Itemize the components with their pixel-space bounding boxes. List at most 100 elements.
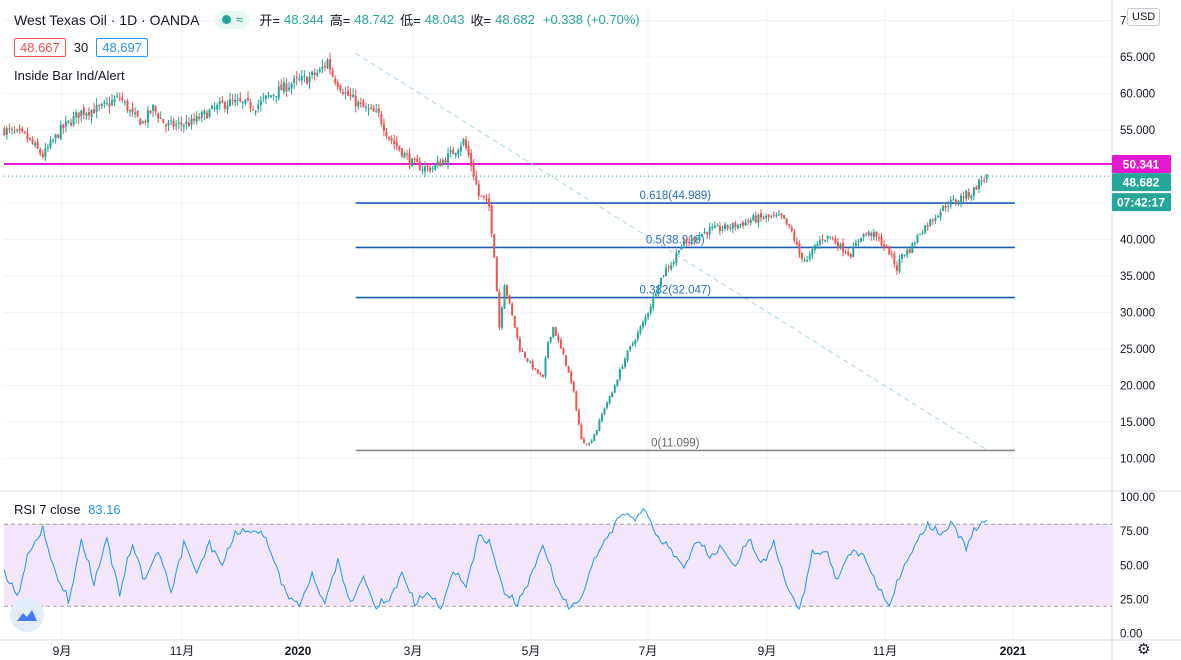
candle-body	[90, 109, 93, 118]
gear-icon[interactable]: ⚙	[1137, 641, 1151, 658]
candle-body	[21, 128, 24, 131]
candle	[903, 254, 906, 258]
candle-body	[824, 239, 827, 242]
candle	[790, 224, 793, 233]
candle	[336, 79, 339, 91]
candle	[316, 69, 319, 78]
candle	[795, 237, 798, 247]
candle	[603, 407, 606, 416]
quote-row: 48.667 30 48.697	[14, 38, 148, 57]
candle	[911, 242, 914, 254]
candle-body	[364, 106, 367, 108]
candle-body	[677, 250, 680, 253]
candle-body	[146, 110, 149, 123]
magenta-price-badge-bg	[1112, 155, 1171, 174]
candle-body	[170, 120, 173, 122]
candle	[208, 108, 211, 119]
candle-body	[729, 227, 732, 229]
candle-body	[216, 105, 219, 110]
candle-body	[785, 218, 788, 225]
candle-body	[277, 86, 280, 99]
candle	[398, 145, 401, 152]
ask-price-button[interactable]: 48.697	[96, 38, 148, 57]
bid-price-button[interactable]: 48.667	[14, 38, 66, 57]
currency-button[interactable]: USD	[1127, 8, 1161, 26]
candle-body	[541, 374, 544, 377]
candle-body	[257, 104, 260, 110]
candle-body	[736, 224, 739, 228]
candle-body	[16, 129, 19, 131]
close-label: 收=	[470, 13, 492, 28]
rsi-legend[interactable]: RSI 7 close 83.16	[14, 502, 121, 517]
candle	[983, 177, 986, 184]
candle-body	[282, 82, 285, 92]
candle	[167, 119, 170, 131]
countdown-badge[interactable]: 07:42:17	[1112, 193, 1171, 212]
last-price-badge[interactable]: 48.682	[1112, 173, 1171, 192]
symbol-title[interactable]: West Texas Oil · 1D · OANDA	[14, 11, 200, 28]
candle-body	[775, 215, 778, 217]
candle-body	[706, 232, 709, 235]
candle-body	[239, 98, 242, 102]
candle-body	[842, 243, 845, 252]
candle	[770, 214, 773, 219]
magenta-price-badge[interactable]: 50.341	[1112, 155, 1171, 174]
candle	[241, 100, 244, 110]
status-dot-button[interactable]: ≈	[215, 10, 250, 29]
candle-body	[441, 160, 444, 166]
candle	[813, 243, 816, 254]
candle-body	[295, 76, 298, 79]
candle	[411, 157, 414, 167]
candle-body	[259, 100, 262, 106]
candle	[916, 233, 919, 244]
candle	[801, 252, 804, 263]
candle	[13, 126, 16, 134]
tradingview-logo-icon[interactable]	[10, 598, 44, 632]
candle	[54, 133, 57, 144]
candle	[565, 355, 568, 367]
candle-body	[449, 150, 452, 153]
candle-body	[465, 139, 467, 148]
candle	[503, 283, 506, 309]
candle-body	[72, 116, 75, 126]
candle-body	[126, 100, 129, 112]
candle	[672, 259, 675, 268]
candle	[408, 148, 411, 170]
time-axis-tick: 2020	[285, 644, 312, 658]
candle	[239, 92, 242, 103]
candle	[680, 244, 683, 250]
fib-retracement[interactable]: 0.618(44.989) 0.5(38.918) 0.382(32.047) 0(1…	[355, 190, 1015, 452]
candle-body	[803, 259, 806, 261]
candle-body	[821, 239, 824, 241]
candle	[85, 111, 88, 120]
candle	[462, 138, 465, 147]
candle	[262, 92, 265, 103]
candle-body	[649, 306, 652, 314]
candle-body	[926, 224, 929, 227]
candle	[939, 208, 942, 221]
candle-body	[672, 262, 675, 265]
candle	[498, 288, 501, 331]
candle	[293, 74, 296, 90]
candle-body	[844, 252, 847, 254]
candle	[626, 350, 629, 363]
candle-body	[108, 103, 111, 107]
candle	[952, 194, 955, 201]
candle	[657, 284, 660, 299]
candle-body	[454, 152, 457, 156]
candle	[146, 105, 149, 128]
candle-body	[695, 238, 698, 240]
candle	[134, 107, 137, 119]
candle-body	[272, 95, 275, 97]
candle	[182, 123, 185, 133]
candle-body	[141, 121, 144, 124]
candle	[193, 112, 196, 125]
price-axis-tick: 55.000	[1120, 125, 1155, 137]
indicator-label[interactable]: Inside Bar Ind/Alert	[14, 68, 125, 83]
candle	[177, 116, 180, 130]
trend-line[interactable]	[355, 52, 987, 451]
candle	[736, 224, 739, 230]
candle-body	[724, 224, 727, 229]
candle	[975, 185, 978, 190]
